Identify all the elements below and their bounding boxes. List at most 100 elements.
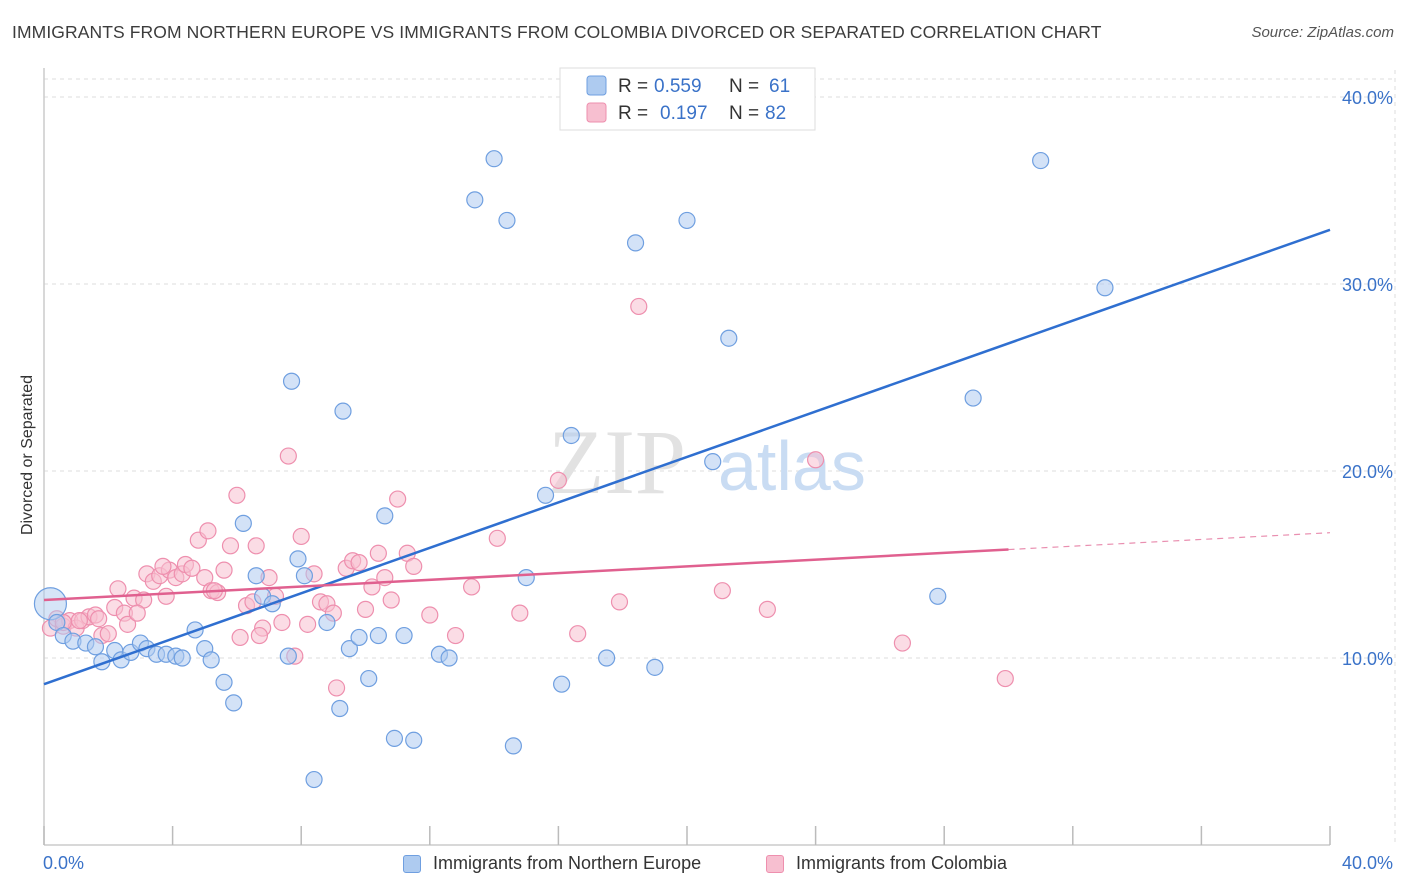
colombia-point (511, 604, 529, 622)
legend-label-colombia: Immigrants from Colombia (796, 853, 1008, 873)
northern-europe-point (331, 699, 349, 718)
northern-europe-point (173, 649, 191, 667)
colombia-point (70, 611, 88, 630)
colombia-point (215, 561, 233, 579)
colombia-trend-line-extension (1008, 532, 1331, 551)
watermark: ZIP atlas (548, 411, 866, 513)
colombia-point (549, 471, 568, 489)
y-tick-label: 10.0% (1342, 649, 1393, 669)
legend-r-label-2: R = (618, 103, 648, 124)
northern-europe-point (215, 673, 233, 691)
northern-europe-point (720, 329, 738, 347)
northern-europe-point (289, 550, 307, 568)
northern-europe-point (485, 150, 503, 168)
northern-europe-point (498, 211, 516, 230)
watermark-atlas: atlas (718, 427, 866, 505)
northern-europe-point (536, 486, 555, 504)
legend-n-value-2: 82 (765, 103, 786, 124)
legend-r-value-1: 0.559 (654, 76, 702, 97)
regression-lines (43, 228, 1331, 686)
colombia-point (279, 447, 297, 465)
colombia-point (118, 615, 137, 633)
northern-europe-point (202, 651, 220, 669)
chart-title: IMMIGRANTS FROM NORTHERN EUROPE VS IMMIG… (12, 22, 1102, 42)
colombia-point (758, 600, 776, 618)
colombia-point (99, 625, 117, 643)
tick-labels: 10.0% 20.0% 30.0% 40.0% 0.0% 40.0% (43, 88, 1393, 873)
legend-n-label-2: N = (729, 103, 759, 124)
northern-europe-point (33, 587, 68, 621)
colombia-point (462, 578, 481, 596)
axes (43, 68, 1331, 846)
northern-europe-point (598, 649, 616, 667)
colombia-point (157, 587, 175, 605)
northern-europe-point (376, 507, 394, 525)
northern-europe-point (282, 372, 301, 390)
northern-europe-point (964, 389, 982, 407)
colombia-point (90, 610, 108, 628)
colombia-point (221, 537, 240, 555)
northern-europe-point (318, 613, 336, 632)
legend-swatch-pink (586, 102, 607, 123)
colombia-point (996, 669, 1014, 688)
colombia-point (369, 544, 387, 562)
colombia-point (327, 679, 346, 697)
northern-europe-point (247, 567, 265, 585)
legend-label-northern-europe: Immigrants from Northern Europe (433, 853, 702, 873)
x-tick-label: 0.0% (43, 853, 84, 873)
colombia-point (405, 557, 423, 575)
legend-n-label-1: N = (729, 76, 759, 97)
colombia-points (41, 297, 1014, 697)
colombia-point (247, 537, 265, 555)
northern-europe-point (553, 675, 571, 693)
colombia-point (421, 606, 439, 624)
northern-europe-point (305, 770, 323, 789)
northern-europe-point (517, 568, 535, 587)
northern-europe-point (350, 628, 368, 647)
colombia-point (610, 593, 629, 611)
colombia-point (382, 591, 400, 609)
northern-europe-point (440, 649, 458, 667)
colombia-point (350, 554, 368, 572)
legend-swatch-blue (586, 75, 607, 96)
northern-europe-point (562, 426, 580, 445)
x-tick-label: 40.0% (1342, 853, 1393, 873)
northern-europe-point (86, 638, 105, 656)
colombia-point (446, 626, 465, 645)
colombia-point (569, 625, 587, 643)
legend-swatch-colombia (766, 854, 784, 873)
colombia-point (199, 522, 217, 540)
northern-europe-point (626, 234, 645, 252)
legend-swatch-northern-europe (403, 854, 421, 873)
northern-europe-point (234, 514, 252, 532)
colombia-point (893, 634, 912, 652)
northern-europe-point (929, 587, 947, 605)
northern-europe-points (33, 150, 1114, 789)
legend-item-colombia: Immigrants from Colombia (766, 853, 1007, 874)
northern-europe-point (385, 729, 404, 748)
source-credit: Source: ZipAtlas.com (1251, 24, 1394, 41)
northern-europe-trend-line (43, 228, 1331, 686)
colombia-point (250, 626, 269, 645)
colombia-point (228, 486, 246, 504)
colombia-trend-line (43, 548, 1009, 602)
y-tick-label: 20.0% (1342, 462, 1393, 482)
colombia-point (488, 529, 506, 547)
colombia-point (299, 615, 317, 633)
legend-item-northern-europe: Immigrants from Northern Europe (403, 853, 701, 874)
northern-europe-point (1032, 151, 1050, 170)
correlation-legend: R = 0.559 N = 61 R = 0.197 N = 82 (559, 67, 816, 131)
y-tick-label: 40.0% (1342, 88, 1393, 108)
colombia-point (183, 559, 201, 577)
northern-europe-point (646, 658, 664, 676)
colombia-point (713, 582, 731, 600)
northern-europe-point (279, 647, 297, 665)
y-tick-label: 30.0% (1342, 275, 1393, 295)
northern-europe-point (1096, 279, 1114, 297)
northern-europe-point (295, 567, 314, 585)
northern-europe-point (334, 402, 352, 420)
northern-europe-point (225, 694, 243, 712)
colombia-point (128, 604, 146, 622)
northern-europe-point (340, 640, 359, 658)
